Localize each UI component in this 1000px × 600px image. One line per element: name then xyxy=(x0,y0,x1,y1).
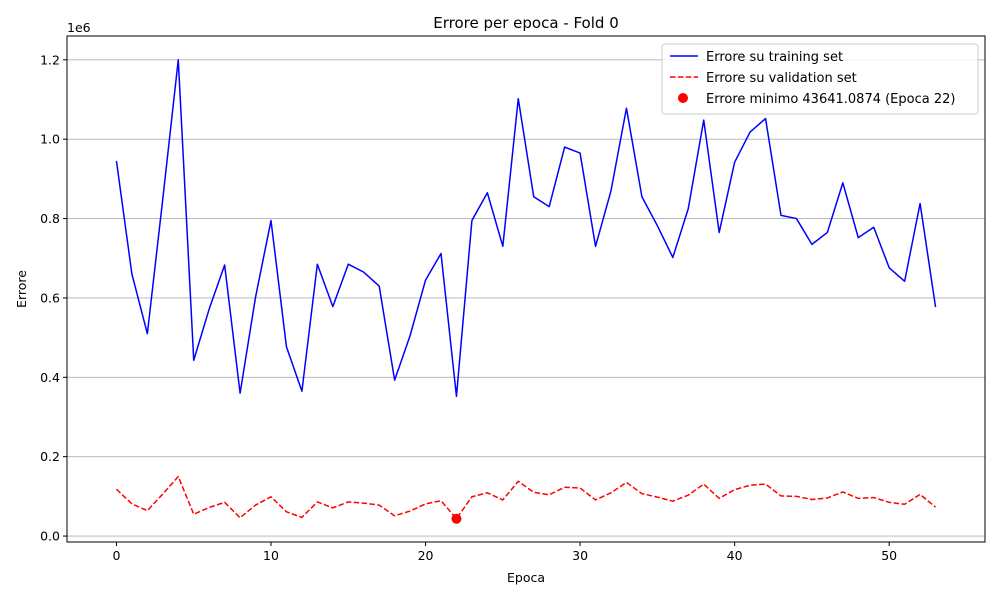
y-tick-label: 0.2 xyxy=(40,449,60,464)
legend-box xyxy=(661,43,979,115)
x-tick-label: 50 xyxy=(881,548,897,563)
legend-swatch-minimum xyxy=(678,93,688,103)
y-axis-label: Errore xyxy=(14,270,29,308)
training-series-line xyxy=(115,59,937,398)
validation-series-line xyxy=(115,475,937,520)
minimum-error-point xyxy=(451,513,462,524)
legend-label-minimum: Errore minimo 43641.0874 (Epoca 22) xyxy=(706,92,955,107)
x-tick-label: 20 xyxy=(418,548,434,563)
x-tick-label: 0 xyxy=(112,548,120,563)
y-tick-label: 1.2 xyxy=(40,52,60,67)
x-tick-label: 40 xyxy=(727,548,743,563)
legend: Errore su training set Errore su validat… xyxy=(661,43,979,115)
legend-label-training: Errore su training set xyxy=(706,50,843,65)
y-tick-label: 0.0 xyxy=(40,529,60,544)
x-tick-label: 10 xyxy=(263,548,279,563)
chart-title: Errore per epoca - Fold 0 xyxy=(433,14,619,32)
x-axis-label: Epoca xyxy=(507,570,545,585)
legend-label-validation: Errore su validation set xyxy=(706,71,857,86)
ticks: 0.0 0.2 0.4 0.6 0.8 1.0 1.2 0 10 20 30 40 50 xyxy=(40,52,897,563)
y-tick-label: 0.6 xyxy=(40,290,60,305)
y-tick-label: 0.4 xyxy=(40,370,60,385)
y-tick-label: 1.0 xyxy=(40,132,60,147)
x-tick-label: 30 xyxy=(572,548,588,563)
plot-frame xyxy=(66,35,986,543)
series-layer xyxy=(115,59,937,524)
y-scale-label: 1e6 xyxy=(67,20,91,35)
y-tick-label: 0.8 xyxy=(40,211,60,226)
